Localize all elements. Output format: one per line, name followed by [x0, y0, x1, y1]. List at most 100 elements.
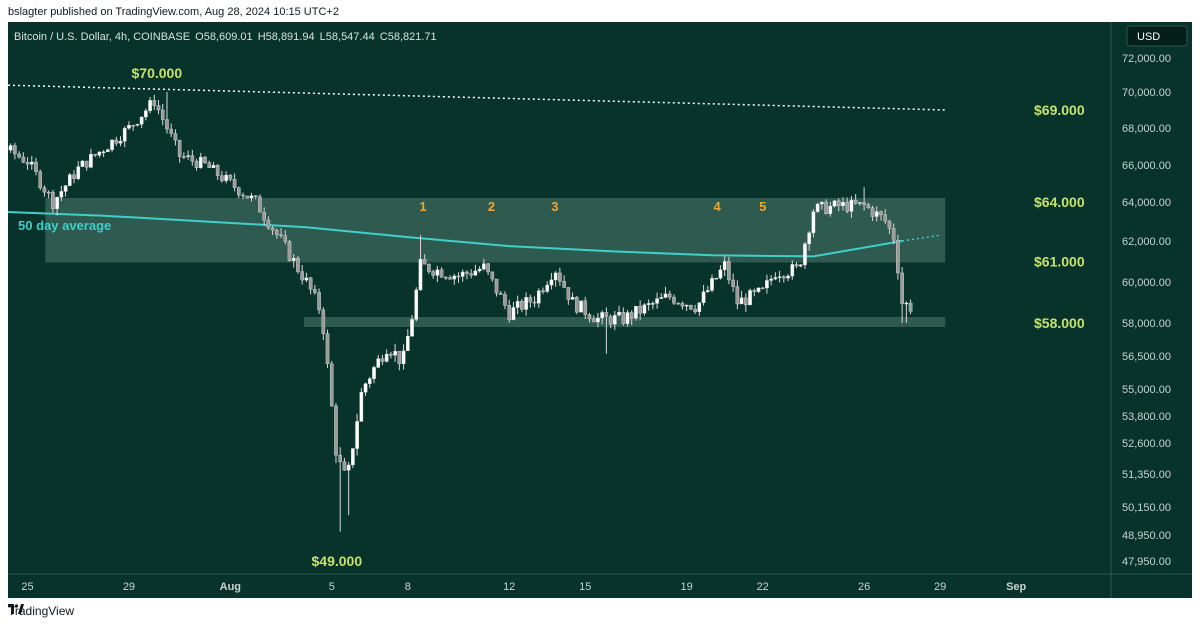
y-tick-label: 50,150.00 [1122, 502, 1171, 514]
candle-bullish [351, 448, 355, 466]
candle-bearish [93, 154, 97, 156]
candle-bullish [110, 139, 114, 150]
candle-bullish [59, 191, 64, 198]
candle-bearish [42, 187, 47, 193]
x-tick-label: 25 [21, 581, 33, 593]
y-tick-label: 68,000.00 [1122, 123, 1171, 135]
candle-bearish [287, 241, 292, 261]
x-tick-label: 8 [405, 581, 411, 593]
candle-bullish [211, 165, 216, 168]
price-chart[interactable]: 50 day average $70.000 $49.000 $69.000 $64.0… [8, 22, 1192, 598]
candle-bullish [144, 110, 148, 118]
candle-bearish [325, 333, 330, 365]
candle-bearish [520, 301, 524, 310]
candle-bullish [684, 304, 689, 307]
candle-bearish [431, 271, 435, 276]
candle-bullish [874, 211, 879, 217]
candle-bullish [663, 293, 668, 298]
candle-bearish [908, 302, 913, 312]
candle-bullish [642, 304, 647, 314]
candle-bearish [397, 350, 402, 365]
candle-bearish [84, 160, 89, 168]
candle-bearish [608, 316, 613, 325]
candle-bullish [613, 314, 617, 325]
candle-bearish [13, 145, 17, 155]
annotation-support: $58.000 [1034, 315, 1085, 331]
candle-bullish [304, 277, 309, 281]
symbol-name: Bitcoin / U.S. Dollar, 4h, COINBASE [14, 31, 191, 43]
candle-bearish [266, 219, 271, 229]
candle-bullish [858, 202, 862, 204]
y-tick-label: 51,350.00 [1122, 469, 1171, 481]
candle-bearish [232, 179, 237, 188]
candle-bullish [536, 290, 541, 304]
candle-bullish [798, 264, 803, 267]
candle-bullish [841, 202, 845, 206]
candle-bearish [566, 287, 571, 300]
x-tick-label: 5 [329, 581, 335, 593]
candle-bearish [241, 194, 245, 197]
candle-bullish [832, 200, 837, 207]
candle-bearish [236, 187, 241, 196]
candle-bullish [68, 174, 72, 186]
candle-bullish [101, 151, 106, 154]
moving-average-line [8, 211, 903, 258]
candle-bullish [524, 297, 528, 310]
candle-bearish [621, 311, 626, 324]
candle-bullish [55, 197, 59, 209]
candle-bearish [883, 214, 888, 222]
candle-bearish [131, 125, 135, 127]
candle-bullish [718, 269, 723, 279]
candle-bullish [372, 367, 376, 379]
candle-bullish [118, 140, 123, 144]
y-tick-label: 56,500.00 [1122, 351, 1171, 363]
symbol-legend: Bitcoin / U.S. Dollar, 4h, COINBASE O58,… [14, 31, 439, 43]
candle-bearish [866, 204, 871, 208]
y-tick-label: 58,000.00 [1122, 318, 1171, 330]
candle-bearish [275, 229, 279, 235]
annotation-zone-top: $64.000 [1034, 194, 1085, 210]
candle-bearish [731, 279, 735, 287]
annotation-swing-high: $70.000 [132, 65, 183, 81]
y-tick-label: 62,000.00 [1122, 236, 1171, 248]
candle-bearish [160, 109, 165, 120]
touch-label-4: 4 [713, 199, 721, 214]
candle-bearish [503, 294, 507, 306]
candle-bearish [228, 174, 233, 180]
chart-panel[interactable]: 50 day average $70.000 $49.000 $69.000 $64.0… [8, 22, 1192, 598]
candle-bearish [203, 156, 207, 163]
candle-bearish [321, 309, 326, 334]
candle-bullish [393, 350, 397, 356]
y-tick-label: 52,600.00 [1122, 438, 1171, 450]
candle-bullish [655, 298, 659, 304]
candle-bearish [156, 105, 161, 111]
candle-bearish [17, 153, 21, 158]
tradingview-logo-icon [8, 604, 24, 614]
candle-bearish [727, 261, 731, 281]
candle-bullish [367, 378, 372, 384]
candle-bearish [498, 293, 503, 295]
legend-high: H58,891.94 [257, 31, 315, 43]
candle-bearish [845, 202, 849, 212]
candle-bearish [591, 318, 596, 323]
candle-bearish [422, 258, 427, 265]
candle-bearish [21, 156, 26, 163]
candle-bullish [545, 284, 550, 292]
candle-bullish [127, 125, 131, 129]
footer-brand[interactable]: TradingView [8, 604, 74, 618]
candle-bearish [51, 191, 55, 209]
legend-open: O58,609.01 [195, 31, 253, 43]
candle-bearish [528, 297, 533, 303]
candle-bullish [346, 464, 351, 471]
candle-bearish [448, 277, 452, 280]
candle-bullish [722, 261, 727, 271]
candle-bullish [904, 302, 909, 305]
candle-bearish [887, 220, 892, 229]
candle-bullish [646, 303, 651, 305]
candle-bearish [114, 139, 119, 144]
candle-bearish [604, 312, 609, 317]
candle-bearish [794, 264, 799, 267]
candle-bearish [34, 161, 38, 172]
candle-bullish [148, 100, 152, 111]
candle-bullish [714, 278, 719, 280]
